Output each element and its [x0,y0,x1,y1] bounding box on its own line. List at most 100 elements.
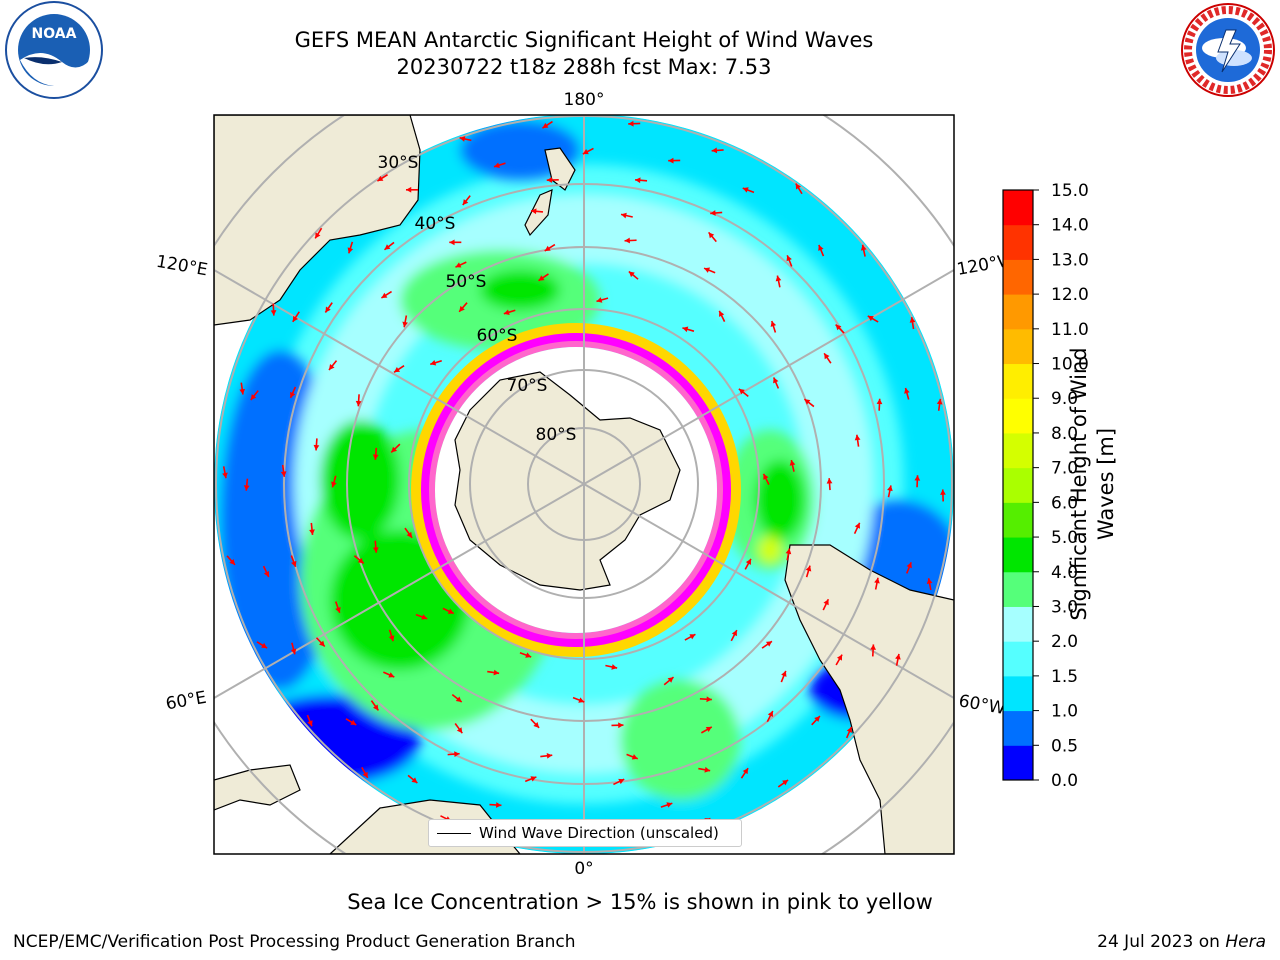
wave-arrow-head [542,122,549,129]
meridian-label-180: 180° [564,90,605,110]
wave-arrow-head [454,751,460,757]
colorbar-segment [1003,224,1033,260]
wave-arrow-head [874,577,880,584]
wave-arrow-head [860,244,867,251]
noaa-logo-text: NOAA [32,26,77,42]
wave-arrow-head [775,275,782,282]
wave-arrow-head [355,400,362,407]
wave-arrow-head [449,239,455,246]
wave-arrow-head [291,560,297,567]
colorbar-segment [1003,328,1033,365]
wave-arrow-head [530,776,537,782]
colorbar-segment [1003,537,1033,573]
colorbar-segment [1003,641,1033,677]
wave-arrow-head [362,771,368,778]
wave-arrow-head [263,570,270,577]
wave-arrow-head [394,366,401,373]
colorbar-segment [1003,745,1033,781]
wave-arrow-head [493,669,500,676]
wave-arrow-head [350,719,357,725]
colorbar-tick-label: 0.5 [1051,736,1078,756]
wave-arrow-head [372,547,379,553]
noaa-logo: NOAA [5,1,103,99]
colorbar-segment [1003,675,1033,712]
meridian-label-60w: 60°W [957,691,1007,719]
footer-branch: NCEP/EMC/Verification Post Processing Pr… [13,932,576,952]
colorbar-segment [1003,467,1033,503]
map-frame [213,114,955,855]
wave-arrow-head [455,262,462,268]
wave-arrow-head [887,485,893,492]
colorbar-tick-label: 2.0 [1051,632,1078,652]
wave-arrow-head [494,162,500,168]
colorbar-segment [1003,190,1033,226]
wave-arrow-head [835,324,842,331]
wave-arrow-head [405,186,412,193]
colorbar-tick-label: 4.0 [1051,563,1078,583]
wave-arrow-head [250,394,257,400]
parallel-label-50s: 50°S [446,272,487,292]
colorbar-tick-label: 13.0 [1051,250,1089,270]
wave-arrow-head [666,802,673,808]
wave-arrow-head [270,310,277,316]
chart-title: GEFS MEAN Antarctic Significant Height o… [294,28,874,52]
wave-arrow-head [936,398,943,405]
wave-arrow-head [846,726,853,733]
wave-arrow-head [313,444,320,451]
wave-arrow-head [635,177,641,184]
sea-ice-note: Sea Ice Concentration > 15% is shown in … [347,890,933,914]
wave-arrow-head [668,157,674,164]
wave-arrow-head [909,317,916,323]
colorbar: 15.0 14.0 13.0 12.0 11.0 10.0 9.0 8.0 7.0 6.0 5.0 4… [1002,181,1089,791]
wave-arrow-head [381,292,388,298]
footer-date: 24 Jul 2023 on Hera [1097,932,1266,952]
wave-arrow-head [682,326,689,333]
wave-arrow-head [906,562,912,569]
wave-arrow-head [243,485,250,491]
wave-arrow-head [331,481,337,488]
wave-arrow-head [459,136,466,142]
meridian-label-120e: 120°E [155,252,209,281]
wave-arrow-head [742,187,749,193]
wave-arrow-head [325,306,331,313]
colorbar-tick-label: 11.0 [1051,320,1089,340]
wave-arrow-head [525,652,532,658]
wave-arrow-head [867,315,874,322]
colorbar-segment [1003,502,1033,538]
wave-arrow-head [770,321,777,327]
wave-arrow-head [495,802,502,808]
wave-arrow-head [347,247,354,254]
colorbar-segment [1003,259,1033,295]
wave-arrow-head [421,614,428,620]
colorbar-tick-label: 15.0 [1051,181,1089,201]
colorbar-tick-label: 3.0 [1051,597,1078,617]
wave-arrow-head [704,766,711,773]
wave-arrow-head [546,177,553,183]
wave-arrow-head [818,244,824,251]
wave-arrow-head [870,644,876,650]
parallel-label-60s: 60°S [477,326,518,346]
wave-arrow-head [372,704,379,711]
wave-arrow-head [689,634,696,640]
wave-arrow-head [618,778,625,785]
wave-arrow-head [731,630,737,637]
colorbar-tick-label: 0.0 [1051,771,1078,791]
wave-arrow-head [621,212,627,219]
wave-arrow-head [704,267,711,273]
colorbar-tick-label: 10.0 [1051,355,1089,375]
antarctica-outline [454,371,681,591]
wave-arrow-head [785,548,792,555]
wave-arrow-head [708,232,715,239]
wave-arrow-head [538,275,545,281]
wave-arrow-head [402,321,408,328]
colorbar-tick-label: 8.0 [1051,424,1078,444]
wave-arrow-head [824,353,830,360]
wave-arrow-head [826,478,833,484]
wave-arrow-head [531,208,537,215]
wave-arrow-head [456,727,463,734]
colorbar-segment [1003,294,1033,330]
colorbar-tick-label: 7.0 [1051,459,1078,479]
footer-host: Hera [1225,932,1266,952]
colorbar-tick-label: 1.0 [1051,702,1078,722]
wave-arrow-head [596,297,603,303]
